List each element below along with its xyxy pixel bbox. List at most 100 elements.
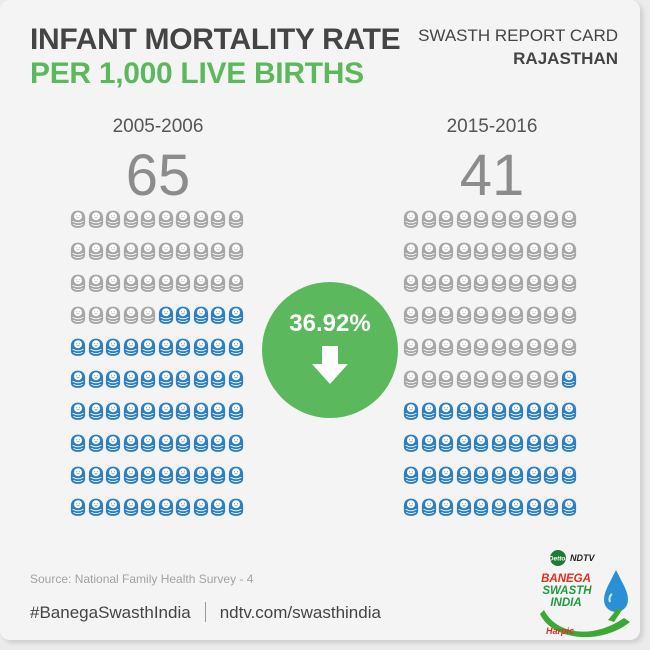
baby-icon-blue bbox=[193, 402, 209, 421]
baby-icon-blue bbox=[508, 498, 524, 517]
baby-icon-grey bbox=[105, 306, 121, 325]
baby-icon-grey bbox=[508, 274, 524, 293]
baby-icon-blue bbox=[526, 434, 542, 453]
baby-icon-blue bbox=[508, 402, 524, 421]
baby-icon-grey bbox=[491, 274, 507, 293]
baby-icon-grey bbox=[508, 210, 524, 229]
baby-icon-blue bbox=[88, 434, 104, 453]
baby-icon-blue bbox=[210, 402, 226, 421]
baby-icon-blue bbox=[193, 370, 209, 389]
baby-icon-blue bbox=[158, 370, 174, 389]
baby-icon-blue bbox=[210, 466, 226, 485]
baby-icon-blue bbox=[158, 434, 174, 453]
baby-icon-grey bbox=[526, 210, 542, 229]
baby-icon-grey bbox=[70, 210, 86, 229]
baby-icon-grey bbox=[210, 242, 226, 261]
baby-icon-blue bbox=[70, 370, 86, 389]
source-note: Source: National Family Health Survey - … bbox=[30, 572, 254, 586]
baby-icon-blue bbox=[140, 434, 156, 453]
baby-icon-grey bbox=[456, 210, 472, 229]
baby-icon-blue bbox=[473, 466, 489, 485]
baby-icon-blue bbox=[193, 338, 209, 357]
hashtag-link[interactable]: #BanegaSwasthIndia bbox=[30, 603, 191, 622]
baby-icon-blue bbox=[456, 402, 472, 421]
baby-icon-blue bbox=[228, 402, 244, 421]
baby-icon-blue bbox=[123, 370, 139, 389]
logo-line1: BANEGA bbox=[541, 573, 591, 585]
baby-icon-grey bbox=[473, 370, 489, 389]
baby-icon-blue bbox=[438, 434, 454, 453]
baby-icon-blue bbox=[543, 466, 559, 485]
baby-icon-blue bbox=[438, 498, 454, 517]
baby-icon-blue bbox=[403, 434, 419, 453]
page-subtitle: PER 1,000 LIVE BIRTHS bbox=[30, 57, 364, 90]
baby-icon-blue bbox=[175, 338, 191, 357]
baby-icon-grey bbox=[228, 274, 244, 293]
baby-icon-grey bbox=[508, 242, 524, 261]
baby-icon-blue bbox=[70, 498, 86, 517]
logo-line3: INDIA bbox=[550, 597, 581, 609]
baby-icon-blue bbox=[228, 498, 244, 517]
baby-icon-blue bbox=[421, 466, 437, 485]
baby-icon-blue bbox=[228, 466, 244, 485]
baby-icon-blue bbox=[456, 434, 472, 453]
infographic-card: INFANT MORTALITY RATE PER 1,000 LIVE BIR… bbox=[30, 23, 630, 638]
baby-icon-grey bbox=[543, 306, 559, 325]
baby-icon-blue bbox=[526, 498, 542, 517]
baby-icon-grey bbox=[456, 242, 472, 261]
baby-icon-grey bbox=[438, 306, 454, 325]
baby-icon-blue bbox=[105, 434, 121, 453]
baby-icon-grey bbox=[403, 306, 419, 325]
baby-icon-blue bbox=[526, 402, 542, 421]
baby-icon-grey bbox=[438, 338, 454, 357]
baby-icon-grey bbox=[228, 242, 244, 261]
baby-icon-grey bbox=[210, 210, 226, 229]
baby-icon-blue bbox=[403, 498, 419, 517]
baby-icon-blue bbox=[210, 306, 226, 325]
baby-icon-blue bbox=[543, 498, 559, 517]
url-link[interactable]: ndtv.com/swasthindia bbox=[219, 603, 381, 622]
baby-icon-blue bbox=[88, 370, 104, 389]
baby-icon-grey bbox=[543, 210, 559, 229]
baby-icon-grey bbox=[123, 210, 139, 229]
baby-icon-blue bbox=[105, 370, 121, 389]
baby-icon-blue bbox=[140, 402, 156, 421]
baby-icon-grey bbox=[526, 242, 542, 261]
baby-icon-grey bbox=[508, 338, 524, 357]
footer: #BanegaSwasthIndia ndtv.com/swasthindia bbox=[30, 602, 381, 623]
baby-icon-blue bbox=[421, 434, 437, 453]
baby-icon-grey bbox=[561, 338, 577, 357]
baby-icon-blue bbox=[175, 466, 191, 485]
baby-icon-blue bbox=[140, 338, 156, 357]
baby-icon-blue bbox=[175, 370, 191, 389]
baby-icon-blue bbox=[70, 466, 86, 485]
baby-icon-grey bbox=[456, 306, 472, 325]
baby-icon-grey bbox=[175, 210, 191, 229]
baby-icon-grey bbox=[193, 242, 209, 261]
baby-icon-blue bbox=[210, 434, 226, 453]
baby-icon-grey bbox=[526, 338, 542, 357]
baby-icon-blue bbox=[561, 466, 577, 485]
baby-icon-blue bbox=[403, 402, 419, 421]
baby-icon-grey bbox=[123, 242, 139, 261]
change-badge: 36.92% bbox=[262, 282, 398, 418]
baby-icon-blue bbox=[105, 498, 121, 517]
baby-icon-grey bbox=[543, 338, 559, 357]
baby-icon-blue bbox=[175, 402, 191, 421]
baby-icon-grey bbox=[228, 210, 244, 229]
baby-icon-grey bbox=[403, 210, 419, 229]
baby-icon-grey bbox=[403, 370, 419, 389]
baby-icon-blue bbox=[175, 306, 191, 325]
baby-icon-grey bbox=[403, 242, 419, 261]
baby-icon-grey bbox=[543, 274, 559, 293]
baby-icon-grey bbox=[456, 370, 472, 389]
baby-icon-blue bbox=[158, 306, 174, 325]
baby-icon-grey bbox=[421, 274, 437, 293]
baby-grid-right bbox=[403, 210, 577, 517]
baby-icon-grey bbox=[105, 242, 121, 261]
baby-icon-grey bbox=[158, 210, 174, 229]
baby-icon-grey bbox=[158, 242, 174, 261]
baby-icon-blue bbox=[158, 466, 174, 485]
baby-icon-grey bbox=[88, 274, 104, 293]
baby-icon-grey bbox=[491, 306, 507, 325]
